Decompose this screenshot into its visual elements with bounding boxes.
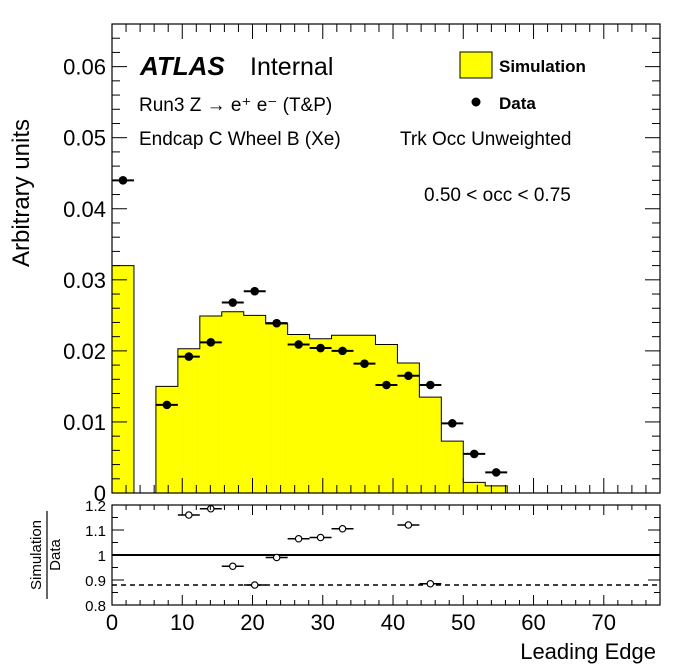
simulation-bin xyxy=(199,316,222,493)
x-tick-label: 70 xyxy=(592,610,616,635)
data-point xyxy=(469,449,479,459)
x-axis-label: Leading Edge xyxy=(520,639,656,664)
ratio-point xyxy=(294,534,303,543)
annotation-region: Endcap C Wheel B (Xe) xyxy=(139,129,341,150)
simulation-bin xyxy=(177,348,200,493)
simulation-bin xyxy=(397,362,420,493)
atlas-status: Internal xyxy=(250,53,333,81)
atlas-label: ATLAS xyxy=(139,51,225,81)
ratio-point xyxy=(316,533,325,542)
main-panel: 0 0.01 0.02 0.03 0.04 0.05 0.06 Arbitrary unit… xyxy=(8,23,661,506)
ratio-y-tick-label: 1.2 xyxy=(85,498,106,515)
data-point xyxy=(404,371,413,381)
simulation-bin xyxy=(463,482,486,493)
simulation-bin xyxy=(155,386,178,493)
y-tick-label: 0.04 xyxy=(63,197,106,222)
data-point xyxy=(426,380,435,390)
simulation-bin xyxy=(331,335,354,493)
data-point xyxy=(250,286,260,296)
ratio-point xyxy=(338,524,347,533)
x-tick-label: 50 xyxy=(451,610,475,635)
ratio-point xyxy=(185,511,193,519)
x-tick-label: 0 xyxy=(106,610,118,635)
data-point xyxy=(316,343,325,353)
ratio-label-denominator: Data xyxy=(47,539,64,571)
simulation-bin xyxy=(375,344,398,493)
ratio-label-numerator: Simulation xyxy=(28,520,45,590)
data-point xyxy=(272,318,281,328)
y-tick-label: 0.03 xyxy=(63,268,106,293)
ratio-panel: 0.8 0.9 1 1.1 1.2 0 10 20 30 40 50 60 70 Simulation… xyxy=(28,498,661,664)
y-tick-label: 0 xyxy=(94,481,106,506)
ratio-point xyxy=(272,553,281,562)
data-point xyxy=(294,340,303,349)
ratio-point xyxy=(250,581,259,589)
annotation-process: Run3 Z → e⁺ e⁻ (T&P) xyxy=(139,95,332,116)
simulation-histogram xyxy=(111,265,508,494)
y-tick-label: 0.05 xyxy=(63,126,106,151)
ratio-point xyxy=(228,562,237,571)
data-point xyxy=(118,176,128,185)
data-point xyxy=(382,380,391,390)
y-tick-label: 0.06 xyxy=(63,55,106,80)
simulation-bin xyxy=(309,338,332,493)
simulation-bin xyxy=(353,335,376,493)
simulation-bin xyxy=(485,485,508,493)
simulation-bin xyxy=(221,311,244,493)
data-point xyxy=(206,338,216,347)
x-tick-label: 60 xyxy=(521,610,545,635)
ratio-y-tick-label: 0.8 xyxy=(85,598,106,615)
simulation-bin xyxy=(419,397,442,493)
ratio-y-tick-label: 1 xyxy=(98,548,106,565)
simulation-bin xyxy=(265,323,288,493)
ratio-point xyxy=(426,579,435,588)
data-point xyxy=(448,419,457,428)
simulation-bin xyxy=(243,315,266,493)
annotation-weighting: Trk Occ Unweighted xyxy=(400,129,571,150)
ratio-reference-lines xyxy=(112,554,660,586)
legend-simulation-label: Simulation xyxy=(499,57,586,76)
main-x-ticks xyxy=(111,24,661,493)
data-point xyxy=(360,359,369,368)
ratio-y-tick-labels: 0.8 0.9 1 1.1 1.2 xyxy=(85,498,106,615)
simulation-bin xyxy=(287,334,310,493)
y-tick-label: 0.01 xyxy=(63,410,106,435)
annotation-occupancy-range: 0.50 < occ < 0.75 xyxy=(424,185,571,206)
data-point xyxy=(491,468,501,477)
data-point xyxy=(162,400,172,410)
ratio-y-tick-label: 0.9 xyxy=(85,573,106,590)
y-axis-label: Arbitrary units xyxy=(8,119,35,267)
x-tick-label: 10 xyxy=(170,610,194,635)
simulation-bin xyxy=(441,441,464,493)
ratio-points xyxy=(177,504,442,589)
data-points xyxy=(112,176,508,477)
data-point xyxy=(184,352,194,361)
main-y-tick-labels: 0 0.01 0.02 0.03 0.04 0.05 0.06 xyxy=(63,55,106,506)
x-tick-labels: 0 10 20 30 40 50 60 70 xyxy=(106,610,616,635)
ratio-frame xyxy=(111,504,661,606)
data-point xyxy=(338,346,347,356)
legend-data-marker xyxy=(471,97,481,107)
ratio-y-tick-label: 1.1 xyxy=(85,523,106,540)
ratio-y-axis-label: Simulation Data xyxy=(28,511,64,599)
x-tick-label: 20 xyxy=(240,610,264,635)
legend-simulation-swatch xyxy=(459,51,493,79)
main-frame xyxy=(111,23,661,494)
simulation-outline xyxy=(111,265,508,494)
data-point xyxy=(228,298,238,307)
x-tick-label: 40 xyxy=(381,610,405,635)
ratio-x-ticks xyxy=(111,505,661,605)
y-tick-label: 0.02 xyxy=(63,339,106,364)
legend-data-label: Data xyxy=(499,94,536,113)
x-tick-label: 30 xyxy=(311,610,335,635)
ratio-point xyxy=(404,521,413,529)
legend: Simulation Data xyxy=(459,51,586,113)
